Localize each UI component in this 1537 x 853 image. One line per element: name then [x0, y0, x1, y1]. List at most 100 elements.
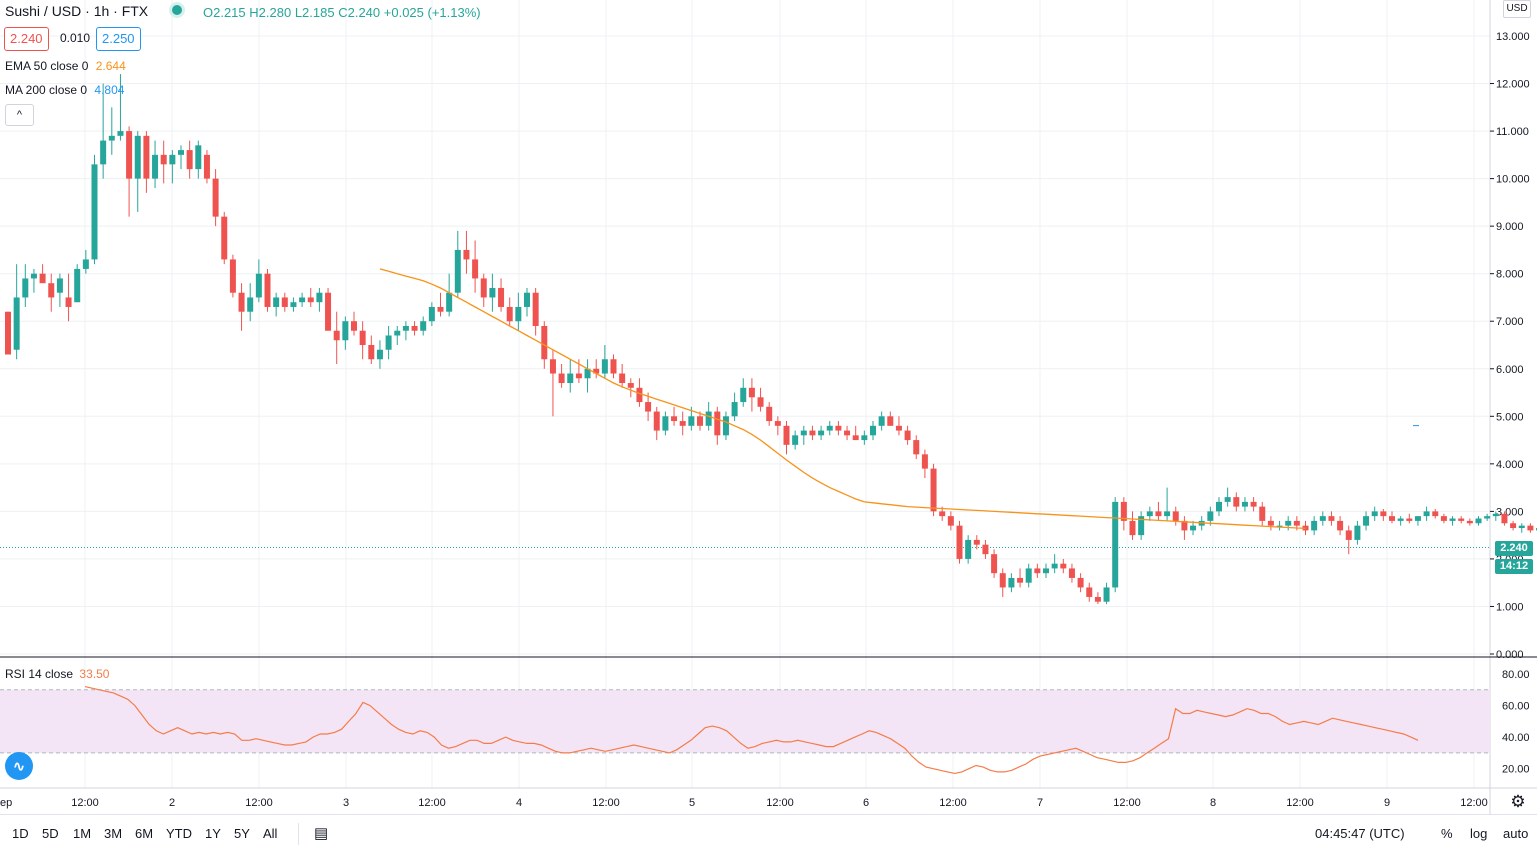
candle-body: [91, 164, 98, 260]
rsi-label: RSI 14 close: [5, 667, 74, 681]
price-tick-label: 3.000: [1496, 506, 1524, 518]
candle: [524, 287, 530, 317]
candle: [342, 316, 349, 350]
candle-body: [498, 287, 505, 307]
ema-legend[interactable]: EMA 50 close 0 2.644: [5, 59, 126, 73]
candle-body: [1406, 518, 1413, 521]
candle: [809, 425, 816, 441]
range-6m-button[interactable]: 6M: [135, 826, 154, 841]
candle: [48, 273, 55, 312]
candle: [1510, 520, 1517, 531]
candle-body: [1319, 516, 1326, 521]
candle: [359, 321, 366, 360]
candle-body: [195, 145, 202, 170]
goto-date-icon[interactable]: ▤: [314, 825, 329, 842]
ma-legend[interactable]: MA 200 close 0 4.804: [5, 83, 124, 97]
log-toggle[interactable]: log: [1470, 826, 1488, 841]
percent-toggle[interactable]: %: [1441, 826, 1453, 841]
candle: [82, 249, 89, 274]
candle-body: [515, 306, 522, 322]
candle-body: [549, 359, 556, 374]
candle-body: [627, 383, 634, 388]
candle: [844, 425, 851, 441]
last-price-tag: 2.240: [1495, 541, 1533, 556]
candle: [1380, 509, 1387, 521]
candle-body: [1181, 520, 1188, 531]
range-1y-button[interactable]: 1Y: [205, 826, 221, 841]
candle: [1120, 497, 1127, 531]
candle: [454, 230, 461, 298]
candle: [402, 321, 409, 341]
candle: [1423, 506, 1430, 521]
range-1m-button[interactable]: 1M: [73, 826, 92, 841]
range-3m-button[interactable]: 3M: [104, 826, 123, 841]
candle-body: [593, 368, 600, 374]
candle-body: [610, 359, 617, 374]
candle-body: [1103, 587, 1110, 602]
logo-icon[interactable]: ∿: [5, 752, 33, 780]
candle-body: [74, 268, 81, 303]
candle: [1077, 573, 1084, 593]
rsi-legend[interactable]: RSI 14 close 33.50: [5, 667, 109, 681]
candle: [783, 421, 790, 455]
candle: [56, 273, 63, 307]
candle: [593, 359, 600, 379]
ema-value: 2.644: [95, 59, 126, 73]
candle: [1051, 554, 1058, 574]
candle: [221, 211, 228, 265]
candle: [1181, 516, 1188, 540]
candle: [368, 335, 375, 365]
candle: [134, 131, 141, 212]
range-ytd-button[interactable]: YTD: [166, 826, 192, 841]
currency-label[interactable]: USD: [1503, 0, 1531, 18]
candle: [558, 364, 565, 388]
candle: [39, 264, 46, 284]
range-5y-button[interactable]: 5Y: [234, 826, 250, 841]
candle: [1397, 516, 1404, 526]
candle: [1527, 523, 1534, 533]
range-5d-button[interactable]: 5D: [42, 826, 59, 841]
sell-price-button[interactable]: 2.240: [4, 27, 49, 51]
candle: [325, 287, 332, 331]
candle-body: [800, 430, 807, 436]
candle: [636, 378, 643, 407]
candle-body: [299, 297, 306, 303]
price-tick-label: 5.000: [1496, 411, 1524, 423]
candle-body: [679, 421, 686, 426]
candle-body: [748, 387, 755, 398]
candle: [1146, 506, 1153, 521]
rsi-tick-label: 60.00: [1502, 701, 1530, 713]
candle: [1216, 497, 1222, 517]
candle-body: [965, 539, 972, 559]
candle-body: [1337, 520, 1344, 531]
candle-body: [1475, 518, 1482, 524]
ma-label: MA 200 close 0: [5, 83, 88, 97]
candle-body: [169, 154, 176, 165]
candle: [1432, 509, 1439, 519]
rsi-tick-label: 40.00: [1502, 732, 1530, 744]
candle-body: [1190, 525, 1197, 531]
range-all-button[interactable]: All: [263, 826, 278, 841]
candle-body: [1034, 568, 1041, 574]
settings-gear-icon[interactable]: ⚙: [1510, 792, 1526, 811]
candle-body: [273, 297, 280, 307]
utc-clock[interactable]: 04:45:47 (UTC): [1315, 826, 1405, 841]
candle: [1363, 511, 1370, 531]
time-tick-label: 4: [516, 797, 522, 809]
candle-body: [212, 178, 219, 217]
auto-toggle[interactable]: auto: [1503, 826, 1529, 841]
symbol-title[interactable]: Sushi / USD · 1h · FTX: [5, 3, 149, 19]
candle: [1276, 520, 1283, 531]
range-1d-button[interactable]: 1D: [12, 826, 29, 841]
candle-body: [221, 216, 228, 260]
collapse-legend-button[interactable]: ^: [5, 104, 34, 126]
candle: [203, 150, 210, 184]
candles: [5, 74, 1537, 605]
candle: [714, 406, 721, 445]
candle-body: [1527, 525, 1534, 531]
time-tick-label: 2: [169, 797, 175, 809]
candle: [1319, 511, 1326, 526]
buy-price-button[interactable]: 2.250: [96, 27, 141, 51]
candle: [1389, 511, 1395, 524]
